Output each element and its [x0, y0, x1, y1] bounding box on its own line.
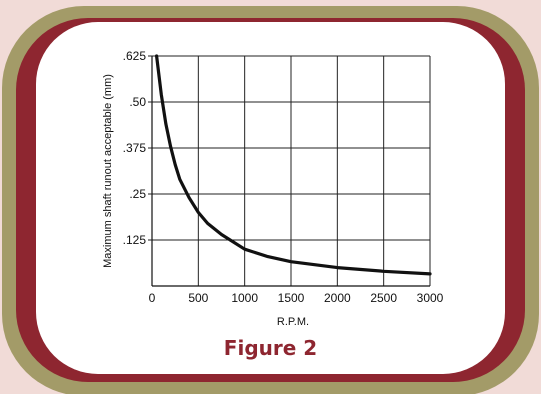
x-axis-label: R.P.M. — [277, 316, 309, 328]
x-tick-label: 3000 — [417, 291, 444, 305]
chart-axes — [151, 56, 430, 287]
series-line — [155, 54, 432, 276]
x-tick-label: 500 — [188, 291, 208, 305]
chart-grid — [152, 55, 431, 286]
y-axis-ticks: .125 .25 .375 .50 .625 — [123, 49, 152, 247]
x-tick-label: 1000 — [231, 291, 258, 305]
x-axis-ticks: 0 500 1000 1500 2000 2500 3000 — [149, 291, 444, 305]
y-tick-label: .50 — [129, 95, 146, 109]
x-tick-label: 1500 — [278, 291, 305, 305]
y-tick-label: .25 — [129, 187, 146, 201]
y-tick-label: .125 — [123, 233, 147, 247]
x-tick-label: 0 — [149, 291, 156, 305]
y-tick-label: .625 — [123, 49, 147, 63]
y-tick-label: .375 — [123, 141, 147, 155]
y-axis-label: Maximum shaft runout acceptable (mm) — [102, 74, 114, 268]
figure-title: Figure 2 — [223, 336, 318, 360]
x-tick-label: 2500 — [370, 291, 397, 305]
x-tick-label: 2000 — [324, 291, 351, 305]
